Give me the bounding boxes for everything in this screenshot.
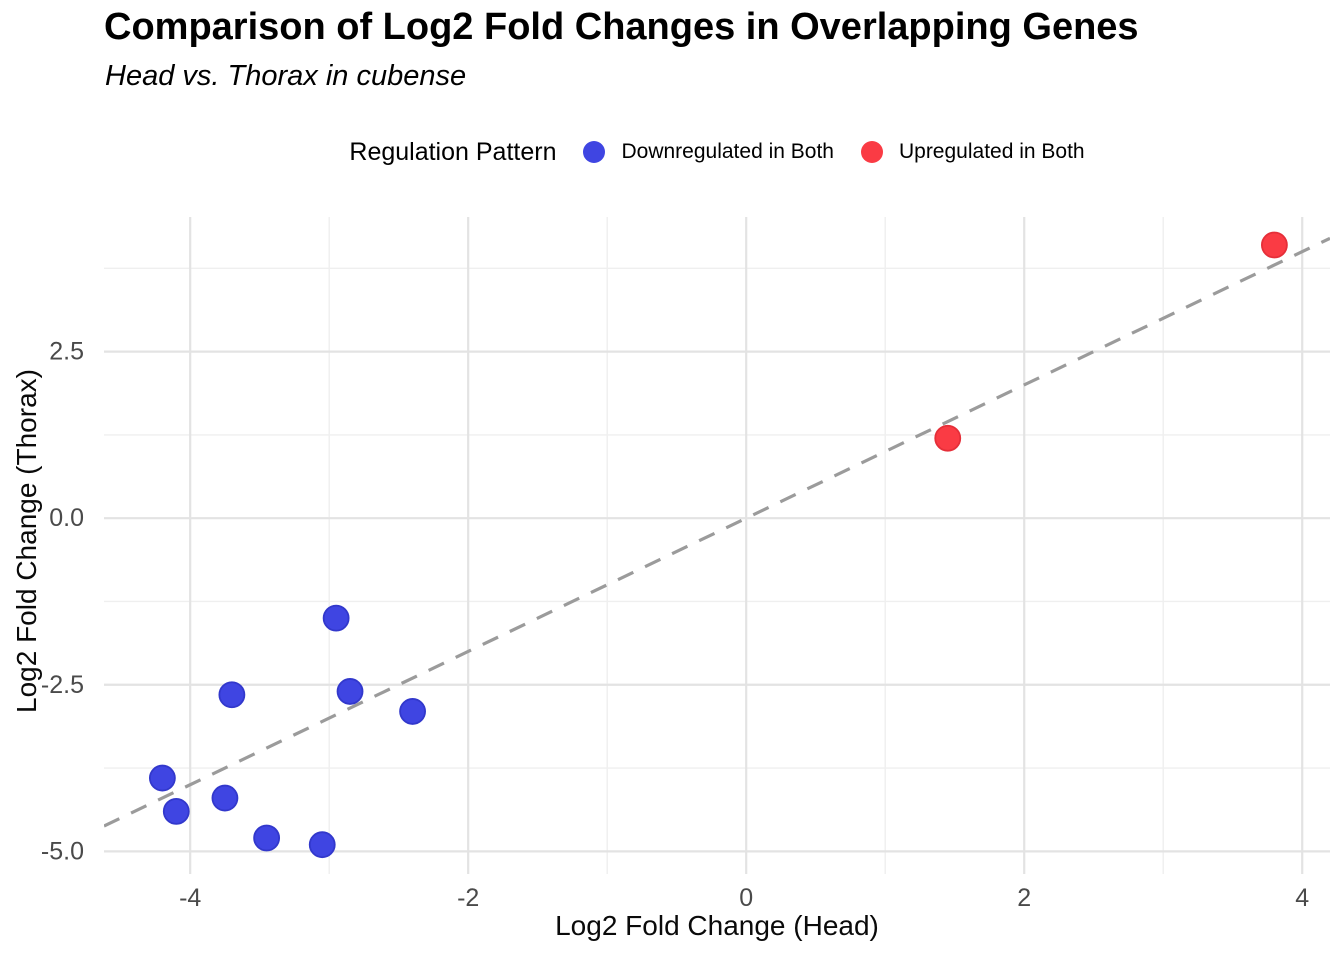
y-tick-label: -2.5 xyxy=(41,671,84,699)
data-point-downregulated xyxy=(162,797,190,825)
legend-swatch-red-dot-icon xyxy=(860,141,883,163)
x-axis-title: Log2 Fold Change (Head) xyxy=(555,910,879,941)
legend: Regulation Pattern Downregulated in Both… xyxy=(104,131,1330,173)
chart-subtitle: Head vs. Thorax in cubense xyxy=(105,60,467,92)
legend-item-upregulated: Upregulated in Both xyxy=(860,140,1085,164)
y-tick-label: 0.0 xyxy=(49,504,84,532)
legend-swatch-blue-dot-icon xyxy=(583,141,606,163)
x-tick-label: 0 xyxy=(739,884,753,912)
x-tick-label: 2 xyxy=(1017,884,1031,912)
data-point-downregulated xyxy=(148,764,176,792)
x-tick-label: -4 xyxy=(179,884,201,912)
data-point-downregulated xyxy=(253,824,281,852)
identity-reference-line xyxy=(104,236,1330,828)
legend-item-downregulated: Downregulated in Both xyxy=(583,140,834,164)
legend-label-downregulated: Downregulated in Both xyxy=(621,140,834,163)
data-point-downregulated xyxy=(322,604,350,632)
data-point-downregulated xyxy=(218,681,246,709)
legend-label-upregulated: Upregulated in Both xyxy=(898,140,1085,163)
data-point-downregulated xyxy=(211,784,239,812)
y-tick-label: 2.5 xyxy=(49,338,84,366)
x-tick-label: -2 xyxy=(457,884,479,912)
data-point-downregulated xyxy=(308,831,336,859)
chart-title: Comparison of Log2 Fold Changes in Overl… xyxy=(104,6,1139,48)
y-tick-label: -5.0 xyxy=(41,837,84,865)
data-point-upregulated xyxy=(934,424,962,452)
data-point-downregulated xyxy=(336,678,364,705)
legend-title: Regulation Pattern xyxy=(349,137,557,166)
data-point-downregulated xyxy=(399,698,426,725)
x-tick-label: 4 xyxy=(1295,884,1309,912)
data-point-upregulated xyxy=(1260,231,1288,259)
